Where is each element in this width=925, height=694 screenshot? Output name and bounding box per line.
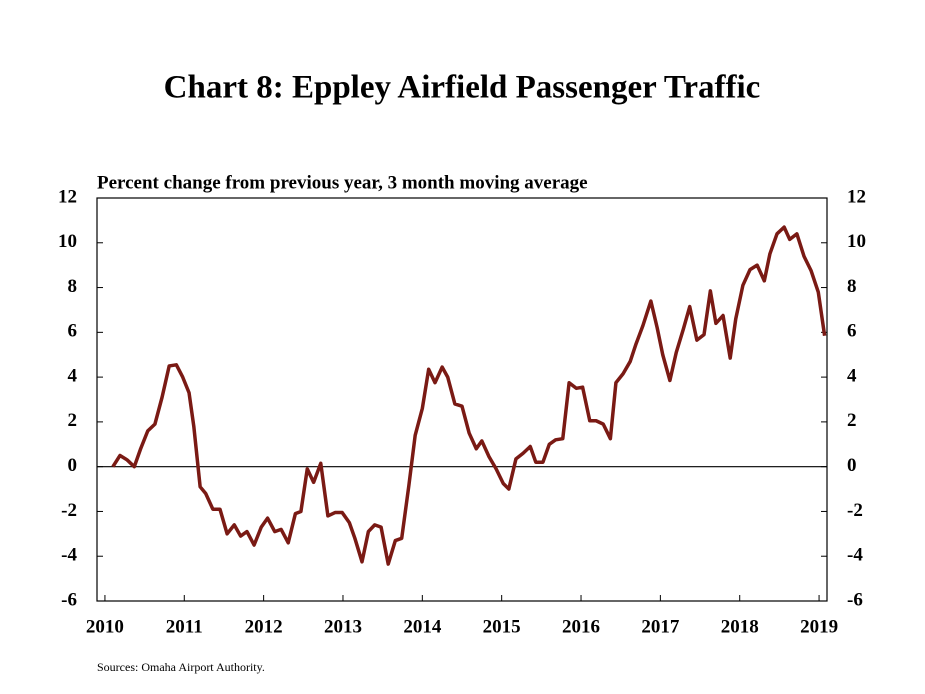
data-line xyxy=(111,225,827,566)
y2-tick-label: 8 xyxy=(847,276,857,297)
y2-tick-label: 10 xyxy=(847,231,866,252)
x-tick-label: 2019 xyxy=(800,616,838,637)
y2-tick-label: 12 xyxy=(847,186,866,207)
y-tick-label: 12 xyxy=(58,186,77,207)
y-tick-label: -6 xyxy=(61,589,77,610)
y-tick-label: 0 xyxy=(68,455,78,476)
y-axis-label: Percent change from previous year, 3 mon… xyxy=(97,172,588,193)
x-tick-label: 2011 xyxy=(166,616,203,637)
y-tick-label: -2 xyxy=(61,500,77,521)
y2-tick-label: 0 xyxy=(847,455,857,476)
y-tick-label: 6 xyxy=(68,321,78,342)
x-tick-label: 2018 xyxy=(721,616,759,637)
y2-tick-label: 2 xyxy=(847,410,857,431)
plot-frame xyxy=(96,197,828,602)
y2-tick-label: -6 xyxy=(847,589,863,610)
y-tick-label: 2 xyxy=(68,410,78,431)
x-tick-label: 2017 xyxy=(641,616,680,637)
y-tick-label: -4 xyxy=(61,545,77,566)
x-tick-label: 2013 xyxy=(324,616,362,637)
y2-tick-label: -2 xyxy=(847,500,863,521)
x-tick-label: 2010 xyxy=(86,616,124,637)
y-tick-label: 10 xyxy=(58,231,77,252)
source-note: Sources: Omaha Airport Authority. xyxy=(97,660,265,674)
y2-tick-label: -4 xyxy=(847,545,863,566)
y-tick-label: 4 xyxy=(68,365,78,386)
x-tick-label: 2015 xyxy=(483,616,521,637)
x-tick-label: 2016 xyxy=(562,616,600,637)
y-tick-label: 8 xyxy=(68,276,78,297)
y2-tick-label: 4 xyxy=(847,365,857,386)
y2-tick-label: 6 xyxy=(847,321,857,342)
x-tick-label: 2014 xyxy=(403,616,442,637)
chart-title: Chart 8: Eppley Airfield Passenger Traff… xyxy=(164,70,761,106)
x-tick-label: 2012 xyxy=(245,616,283,637)
